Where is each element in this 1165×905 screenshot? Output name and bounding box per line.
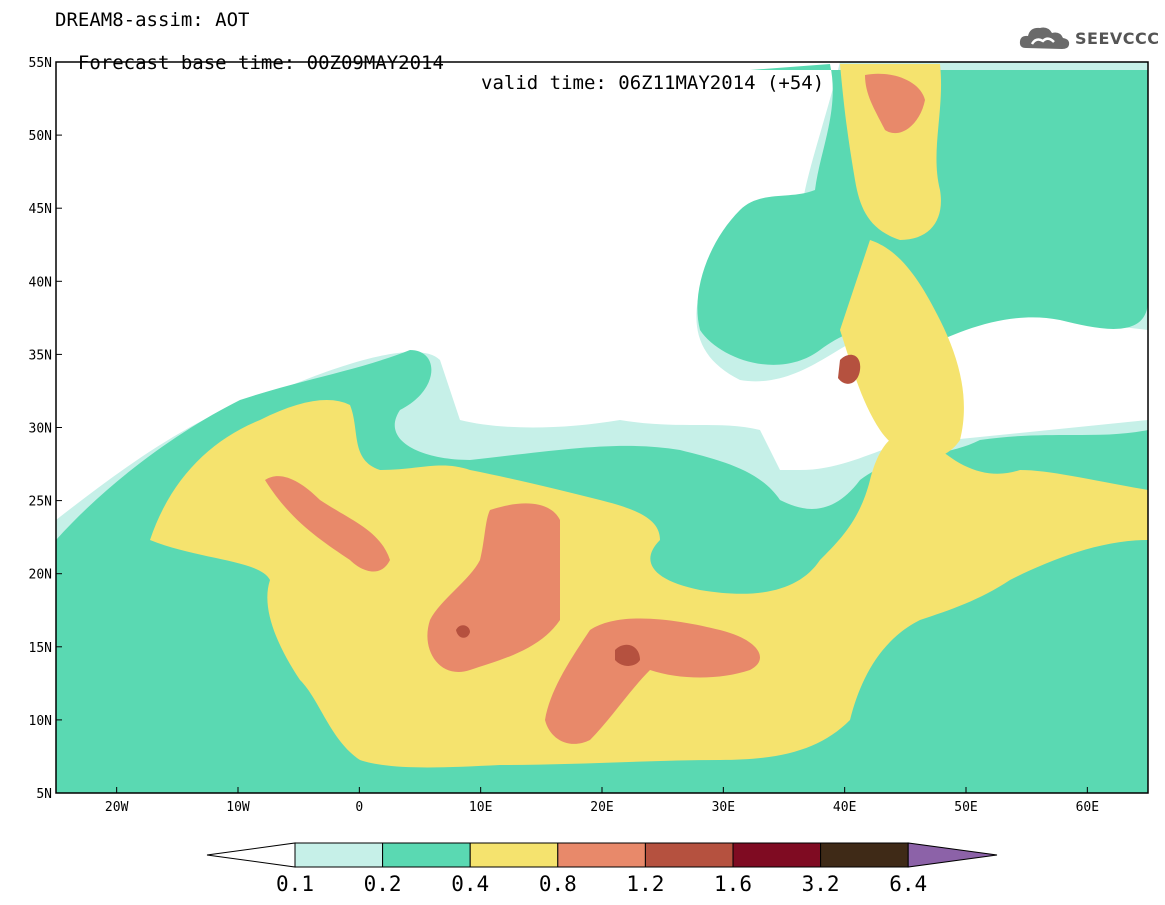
cloud-logo-icon: [1019, 27, 1070, 49]
lon-label: 10W: [226, 800, 250, 815]
colorbar-box: [644, 842, 734, 868]
lon-label: 30E: [712, 800, 735, 815]
colorbar-level-label: 0.2: [364, 872, 402, 896]
lon-label: 40E: [833, 800, 856, 815]
colorbar-box: [820, 842, 909, 868]
map-title: DREAM8-assim: AOT: [55, 9, 250, 31]
lon-label: 20E: [590, 800, 613, 815]
lat-label: 55N: [29, 56, 52, 71]
base-time-label: Forecast base time: 00Z09MAY2014: [77, 52, 444, 74]
forecast-base-time: Forecast base time: 00Z09MAY2014 valid t…: [55, 33, 824, 93]
valid-time-label: valid time: 06Z11MAY2014 (+54): [481, 72, 825, 94]
lat-label: 10N: [29, 714, 52, 729]
longitude-labels: 20W 10W 0 10E 20E 30E 40E 50E 60E: [105, 787, 1099, 815]
aot-map: 55N 50N 45N 40N 35N 30N 25N 20N 15N 10N 5N 20W 10W 0…: [29, 56, 1149, 815]
lat-label: 40N: [29, 275, 52, 290]
logo-text: SEEVCCC: [1075, 29, 1160, 48]
colorbar-box: [382, 842, 471, 868]
lon-label: 20W: [105, 800, 129, 815]
colorbar-level-label: 1.6: [714, 872, 752, 896]
lon-label: 50E: [954, 800, 977, 815]
aot-band-yellow: [150, 400, 1148, 768]
latitude-labels: 55N 50N 45N 40N 35N 30N 25N 20N 15N 10N 5N: [29, 56, 62, 802]
lat-label: 5N: [36, 787, 52, 802]
colorbar-level-label: 0.1: [276, 872, 314, 896]
lat-label: 25N: [29, 495, 52, 510]
colorbar-box: [732, 842, 822, 868]
lon-label: 60E: [1076, 800, 1099, 815]
lon-label: 10E: [469, 800, 492, 815]
colorbar-level-label: 0.8: [539, 872, 577, 896]
lat-label: 35N: [29, 348, 52, 363]
lat-label: 20N: [29, 568, 52, 583]
lat-label: 15N: [29, 641, 52, 656]
seevccc-logo: SEEVCCC: [1018, 22, 1160, 56]
lon-label: 0: [355, 800, 363, 815]
lat-label: 50N: [29, 129, 52, 144]
colorbar-boxes: [206, 842, 998, 868]
lat-label: 45N: [29, 202, 52, 217]
lat-label: 30N: [29, 422, 52, 437]
colorbar-labels: 0.1 0.2 0.4 0.8 1.2 1.6 3.2 6.4: [276, 872, 927, 896]
colorbar-level-label: 3.2: [802, 872, 840, 896]
colorbar-level-label: 0.4: [451, 872, 489, 896]
colorbar-box: [294, 842, 384, 868]
aot-band-yellow-northeast: [840, 64, 964, 459]
colorbar-level-label: 6.4: [889, 872, 927, 896]
colorbar-box: [557, 842, 646, 868]
colorbar-max-triangle: [907, 842, 998, 868]
colorbar-min-triangle: [206, 842, 296, 868]
colorbar-box: [469, 842, 559, 868]
colorbar-level-label: 1.2: [626, 872, 664, 896]
